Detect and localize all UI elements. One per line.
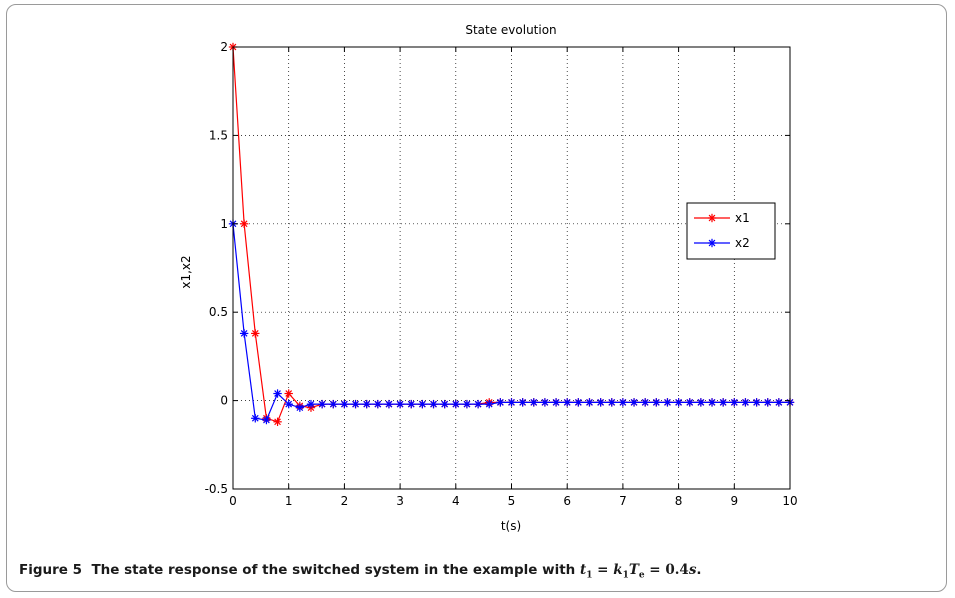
caption-eq2: = 0.4 [644,562,689,578]
x-tick-label: 3 [396,494,404,508]
y-tick-label: 0 [220,394,228,408]
y-tick-label: 2 [220,40,228,54]
caption-s: s [688,562,697,578]
y-tick-label: 0.5 [209,305,228,319]
data-point-x2 [373,399,383,409]
caption-t: t [579,562,587,578]
x-tick-label: 5 [508,494,516,508]
axes: 0 1 2 3 4 5 6 7 8 9 10-0.500.511.52 [205,40,798,508]
data-point-x2 [496,398,505,407]
legend-label-x2: x2 [735,236,750,250]
caption-eq1: = [592,562,614,578]
data-point-x2 [663,398,672,407]
data-point-x2 [429,399,438,409]
data-point-x2 [440,399,449,409]
figure-caption: Figure 5 The state response of the switc… [19,562,939,581]
data-point-x2 [317,399,327,409]
data-point-x2 [239,329,249,338]
data-point-x2 [418,399,427,409]
data-point-x2 [273,389,282,398]
data-point-x2 [551,398,561,407]
data-point-x2 [351,399,360,409]
x-tick-label: 9 [730,494,738,508]
x-tick-label: 1 [285,494,293,508]
data-point-x2 [529,398,538,407]
x-tick-label: 6 [563,494,571,508]
x-tick-label: 4 [452,494,460,508]
data-point-x2 [652,398,661,407]
caption-k: k [613,562,623,578]
data-point-x2 [674,398,683,407]
legend-label-x1: x1 [735,211,750,225]
caption-label: Figure 5 [19,562,83,578]
data-point-x2 [763,398,772,407]
data-point-x2 [462,399,472,409]
data-point-x2 [741,398,750,407]
data-point-x2 [607,398,616,407]
data-point-x2 [685,398,694,407]
data-point-x2 [362,399,371,409]
data-point-x2 [563,398,572,407]
x-tick-label: 2 [341,494,349,508]
data-point-x2 [295,403,305,412]
data-point-x2 [707,398,717,407]
data-point-x2 [329,399,338,409]
data-point-x2 [340,399,349,409]
data-point-x2 [507,398,516,407]
x-tick-label: 0 [229,494,237,508]
x-tick-label: 10 [782,494,797,508]
data-point-x1 [239,219,249,228]
data-point-x2 [262,415,271,425]
x-tick-label: 7 [619,494,627,508]
data-point-x2 [618,398,628,407]
data-point-x2 [574,398,583,407]
caption-text: The state response of the switched syste… [91,562,576,578]
data-point-x2 [585,398,594,407]
y-tick-label: 1 [220,217,228,231]
data-point-x2 [306,399,316,409]
caption-T: T [628,562,639,578]
caption-k-sub: 1 [622,570,629,581]
data-point-x2 [384,399,394,409]
state-evolution-chart: State evolution t(s) x1,x2 0 1 2 3 4 5 6 7 8 9 10-… [179,23,798,533]
x-axis-label: t(s) [501,519,521,533]
data-point-x2 [640,398,650,407]
chart-title: State evolution [465,23,556,37]
series-layer [228,42,795,427]
data-point-x2 [540,398,550,407]
grid [233,47,790,489]
y-axis-label: x1,x2 [179,255,193,288]
data-point-x2 [629,398,639,407]
caption-math: t1 = k1Te = 0.4s [579,562,697,581]
data-point-x2 [596,398,605,407]
caption-t-sub: 1 [586,570,593,581]
data-point-x1 [251,329,260,338]
x-tick-label: 8 [675,494,683,508]
data-point-x2 [696,398,706,407]
data-point-x2 [485,399,494,409]
legend: x1 x2 [686,202,776,260]
data-point-x2 [752,398,761,407]
y-tick-label: 1.5 [209,128,228,142]
caption-T-sub: e [638,570,645,581]
legend-box [686,202,776,260]
data-point-x2 [284,399,293,409]
caption-end: . [696,562,702,578]
data-point-x2 [774,398,784,407]
legend-marker-x2 [707,238,717,248]
data-point-x2 [518,398,527,407]
data-point-x1 [273,417,282,427]
data-point-x2 [718,398,728,407]
data-point-x1 [284,389,293,398]
data-point-x2 [395,399,405,409]
data-point-x2 [473,399,483,409]
data-point-x2 [730,398,739,407]
data-point-x2 [251,414,260,423]
data-point-x2 [407,399,416,409]
data-point-x2 [451,399,460,409]
legend-marker-x1 [707,213,717,223]
y-tick-label: -0.5 [205,482,228,496]
